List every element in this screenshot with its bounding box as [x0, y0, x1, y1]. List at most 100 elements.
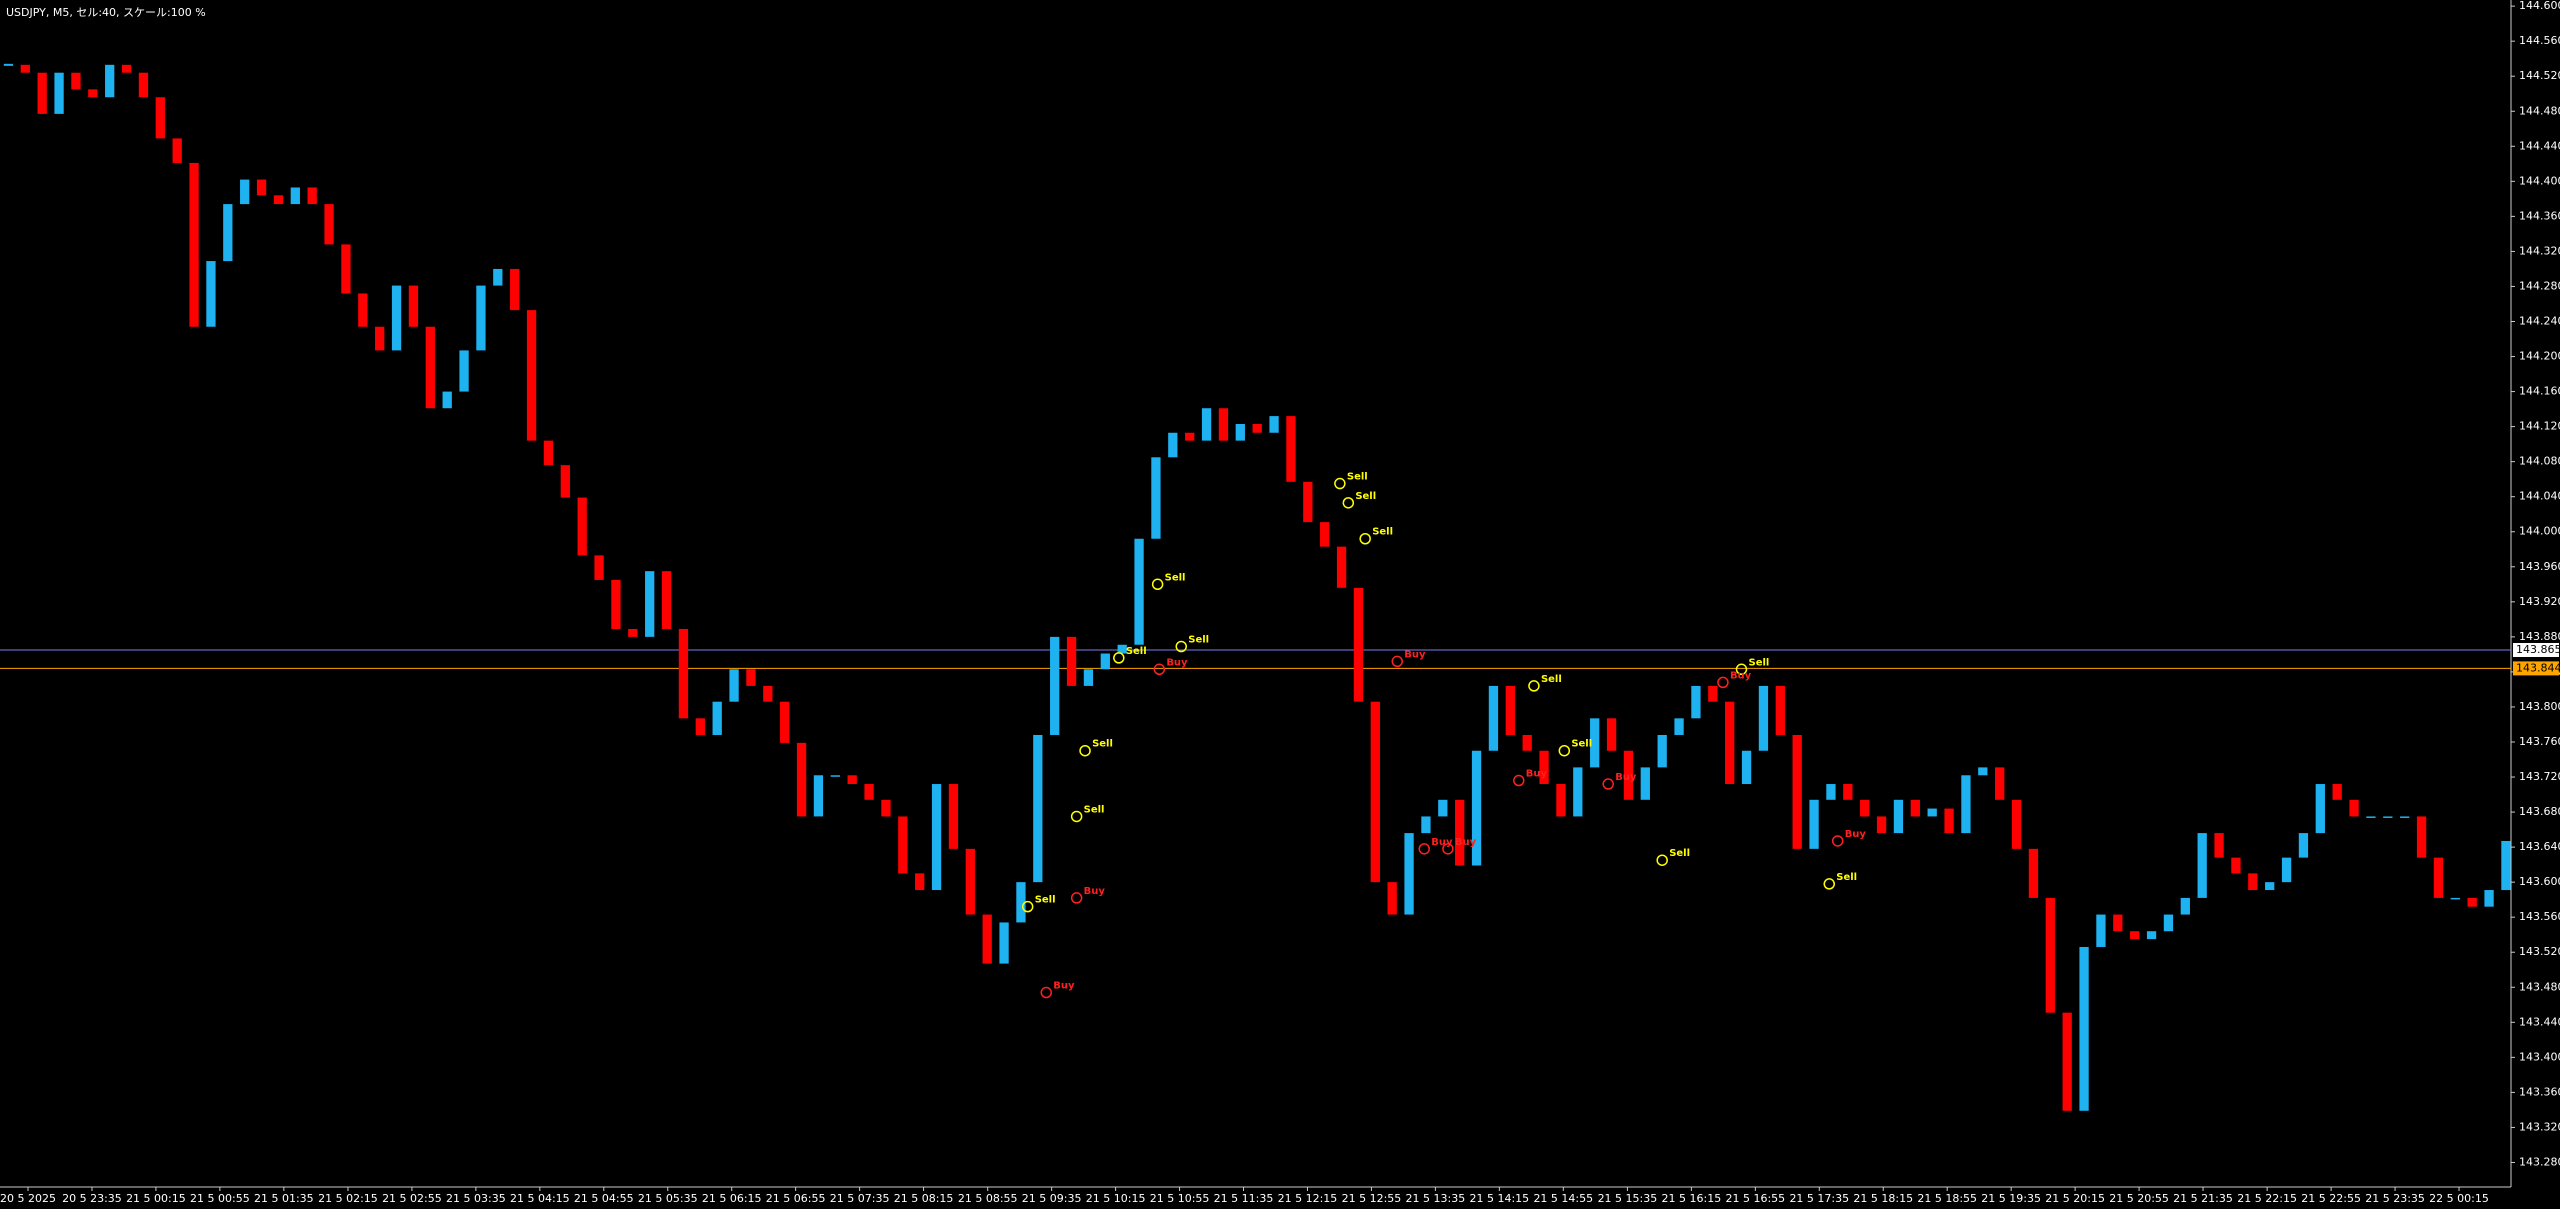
- candle: [1995, 767, 2005, 800]
- candle: [931, 784, 942, 891]
- candle: [661, 571, 672, 629]
- y-tick-label: 143.600: [2519, 875, 2560, 888]
- signal-marker: [1735, 663, 1748, 676]
- candle: [2349, 799, 2359, 817]
- signal-label: Buy: [1166, 657, 1188, 668]
- x-tick-label: 21 5 02:15: [318, 1192, 378, 1205]
- candle: [2197, 833, 2207, 898]
- candle: [2332, 784, 2342, 800]
- y-tick-label: 143.680: [2519, 805, 2560, 818]
- candle: [1269, 416, 1279, 433]
- y-tick-label: 143.760: [2519, 735, 2560, 748]
- y-tick-label: 143.640: [2519, 840, 2560, 853]
- y-tick-label: 143.960: [2519, 560, 2560, 573]
- candle: [763, 685, 773, 702]
- candle: [2467, 897, 2477, 907]
- candle: [189, 162, 199, 327]
- candle: [1016, 882, 1026, 923]
- candle: [1640, 767, 1650, 800]
- x-tick-label: 21 5 16:15: [1662, 1192, 1722, 1205]
- candle: [1488, 685, 1499, 751]
- signal-label: Sell: [1669, 848, 1690, 859]
- x-tick-label: 21 5 12:55: [1342, 1192, 1402, 1205]
- candle: [1573, 767, 1583, 817]
- candle: [223, 204, 233, 262]
- signal-label: Sell: [1347, 472, 1368, 483]
- candle: [54, 72, 64, 114]
- candle: [206, 261, 216, 327]
- signal-marker: [1070, 892, 1083, 904]
- candle: [1404, 833, 1414, 915]
- candle: [611, 579, 621, 629]
- candle: [1539, 750, 1549, 785]
- candle: [830, 775, 840, 777]
- candle: [1809, 799, 1819, 849]
- signal-marker: [1602, 778, 1614, 790]
- signal-label: Sell: [1836, 872, 1857, 883]
- candle: [2298, 833, 2309, 858]
- candle: [2400, 816, 2410, 818]
- candle: [628, 628, 638, 637]
- chart-title: USDJPY, M5, セル:40, スケール:100 %: [6, 6, 206, 19]
- y-tick-label: 144.240: [2519, 314, 2560, 327]
- candle: [155, 97, 165, 139]
- price-label: 143.865: [2516, 643, 2560, 656]
- signal-label: Buy: [1404, 649, 1426, 660]
- x-tick-label: 21 5 00:15: [126, 1192, 186, 1205]
- x-tick-label: 21 5 04:55: [574, 1192, 634, 1205]
- signal-label: Sell: [1355, 491, 1376, 502]
- candle: [915, 873, 925, 891]
- signal-marker: [1070, 810, 1083, 823]
- signal-marker: [1334, 477, 1346, 490]
- candle: [678, 628, 689, 719]
- x-tick-label: 21 5 11:35: [1214, 1192, 1274, 1205]
- candle: [1927, 808, 1937, 817]
- candle: [2180, 897, 2190, 915]
- candle: [2146, 931, 2157, 940]
- candle: [2028, 848, 2039, 898]
- candle: [105, 64, 115, 98]
- candle: [391, 285, 402, 351]
- signal-label: Buy: [1455, 837, 1477, 848]
- candle: [1944, 808, 1954, 834]
- candle: [780, 701, 790, 743]
- candle: [2231, 857, 2241, 874]
- candle: [594, 555, 604, 580]
- x-tick-label: 21 5 20:15: [2045, 1192, 2105, 1205]
- x-tick-label: 21 5 20:55: [2109, 1192, 2169, 1205]
- y-tick-label: 143.400: [2519, 1050, 2560, 1063]
- candle: [965, 848, 975, 915]
- candle: [375, 326, 385, 351]
- candle: [2113, 914, 2123, 932]
- x-tick-label: 22 5 00:15: [2429, 1192, 2489, 1205]
- candle: [1775, 685, 1785, 735]
- candle: [425, 326, 435, 409]
- signal-marker: [1079, 744, 1091, 757]
- candle: [459, 350, 469, 392]
- signal-marker: [1175, 640, 1187, 653]
- candle: [864, 784, 874, 800]
- x-tick-label: 21 5 15:35: [1598, 1192, 1658, 1205]
- y-tick-label: 144.560: [2519, 34, 2560, 47]
- signal-marker: [1558, 744, 1571, 757]
- candle: [1741, 750, 1752, 785]
- candle: [999, 922, 1009, 964]
- candle: [1083, 669, 1094, 686]
- candle: [881, 799, 891, 817]
- y-tick-label: 143.440: [2519, 1015, 2560, 1028]
- x-tick-label: 21 5 08:15: [894, 1192, 954, 1205]
- candle: [256, 179, 267, 196]
- signal-marker: [1151, 578, 1164, 591]
- x-tick-label: 21 5 06:15: [702, 1192, 762, 1205]
- candle: [2383, 816, 2393, 818]
- signal-marker: [1359, 532, 1371, 545]
- signal-label: Sell: [1541, 674, 1562, 685]
- candle: [37, 72, 47, 114]
- y-tick-label: 144.080: [2519, 455, 2560, 468]
- candle: [408, 285, 419, 327]
- candle: [695, 718, 705, 735]
- candle: [1471, 750, 1482, 866]
- candle: [2096, 914, 2106, 947]
- candle: [88, 89, 98, 98]
- candle: [813, 775, 824, 817]
